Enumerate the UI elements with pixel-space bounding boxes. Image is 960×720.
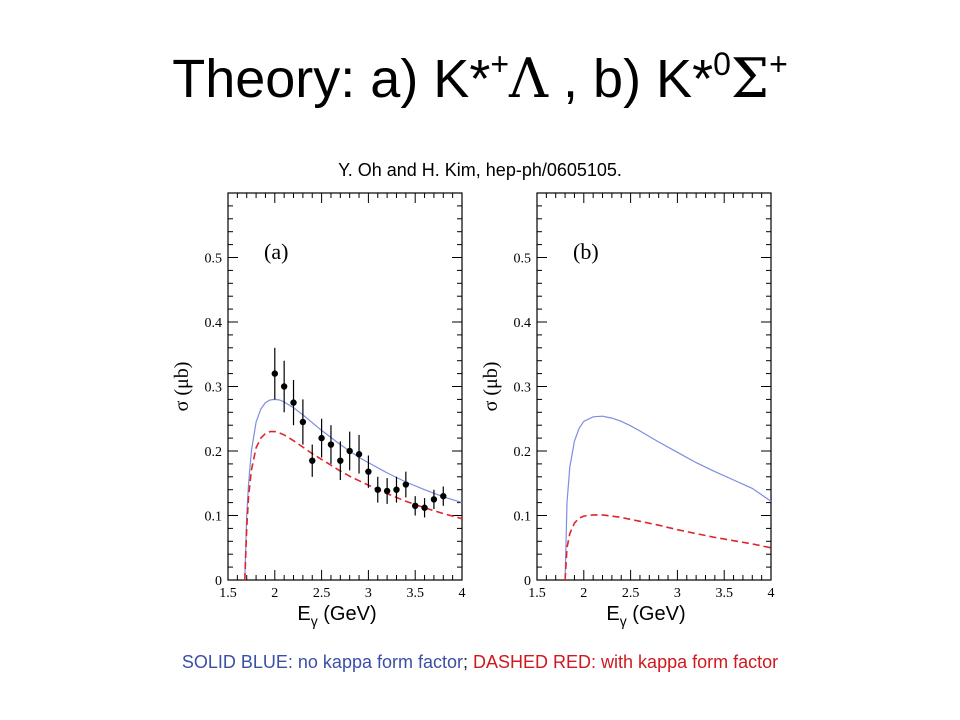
panel-label: (b) <box>573 239 599 264</box>
x-tick-label: 2 <box>580 586 587 601</box>
x-tick-label: 1.5 <box>528 586 546 601</box>
data-point <box>309 457 316 464</box>
data-point <box>383 487 391 495</box>
data-point <box>430 496 438 503</box>
panel-a: 1.5 2 2.5 3 3.5 4 0 0.1 0.2 0.3 0.4 0.5 (a) σ (μb) Eγ … <box>171 192 466 629</box>
data-point <box>346 447 353 455</box>
solid-blue-curve <box>564 415 772 581</box>
x-tick-label: 2.5 <box>622 586 640 601</box>
x-tick-label: 3 <box>674 586 681 601</box>
data-point <box>271 370 278 377</box>
title-sup-b1: 0 <box>713 46 731 82</box>
legend-separator: ; <box>463 652 469 672</box>
dashed-red-curve <box>564 514 772 581</box>
y-tick-label: 0.1 <box>514 510 532 525</box>
citation: Y. Oh and H. Kim, hep-ph/0605105. <box>338 160 622 180</box>
solid-legend-label: SOLID BLUE: <box>181 652 293 672</box>
data-point <box>299 418 307 426</box>
x-tick-label: 1.5 <box>219 586 237 601</box>
title-sup-a: + <box>490 46 510 82</box>
y-tick-label: 0.1 <box>205 510 223 525</box>
y-tick-label: 0.4 <box>205 316 223 331</box>
x-tick-label: 4 <box>768 586 775 601</box>
data-point <box>337 457 344 464</box>
x-axis-label: Eγ (GeV) <box>606 603 685 629</box>
x-tick-label: 3.5 <box>715 586 733 601</box>
panel-label: (a) <box>264 239 288 264</box>
data-point <box>327 441 335 448</box>
panel-b: 1.5 2 2.5 3 3.5 4 0 0.1 0.2 0.3 0.4 0.5 (b) σ (μb) Eγ … <box>480 192 775 629</box>
data-point <box>355 451 363 458</box>
data-point <box>290 399 297 406</box>
data-point <box>280 383 288 390</box>
y-tick-label: 0.2 <box>205 445 223 460</box>
title-prefix: Theory: a) K* <box>172 49 491 109</box>
data-point <box>365 468 372 475</box>
data-point <box>412 502 419 510</box>
y-tick-label: 0.3 <box>514 381 532 396</box>
data-point <box>402 481 410 488</box>
solid-legend-text: no kappa form factor <box>292 652 463 672</box>
sigma-symbol: Σ <box>730 47 770 110</box>
x-tick-label: 3 <box>365 586 372 601</box>
y-tick-label: 0.3 <box>205 381 223 396</box>
data-point <box>440 492 447 500</box>
y-tick-label: 0 <box>524 574 531 589</box>
title-sup-b2: + <box>769 46 788 82</box>
y-tick-label: 0.5 <box>205 252 223 267</box>
y-tick-label: 0.2 <box>514 445 532 460</box>
y-tick-label: 0 <box>215 574 222 589</box>
dashed-legend-text: with kappa form factor <box>596 652 779 672</box>
y-axis-label: σ (μb) <box>480 362 502 412</box>
data-point <box>393 486 400 493</box>
y-tick-label: 0.4 <box>514 316 532 331</box>
dashed-legend-label: DASHED RED: <box>468 652 597 672</box>
page-title: Theory: a) K*+Λ , b) K*0Σ+ <box>0 48 960 109</box>
data-point <box>318 434 325 442</box>
lambda-symbol: Λ <box>509 47 549 110</box>
legend-caption: SOLID BLUE: no kappa form factor; DASHED… <box>0 652 960 673</box>
data-point <box>374 486 381 493</box>
data-point <box>421 504 428 511</box>
x-axis-label: Eγ (GeV) <box>297 603 376 629</box>
y-axis-label: σ (μb) <box>171 362 193 412</box>
title-middle: , b) K* <box>548 49 714 109</box>
x-tick-label: 3.5 <box>406 586 424 601</box>
y-tick-label: 0.5 <box>514 252 532 267</box>
x-tick-label: 4 <box>459 586 466 601</box>
x-tick-label: 2 <box>271 586 278 601</box>
x-tick-label: 2.5 <box>313 586 331 601</box>
solid-blue-curve <box>244 398 463 581</box>
